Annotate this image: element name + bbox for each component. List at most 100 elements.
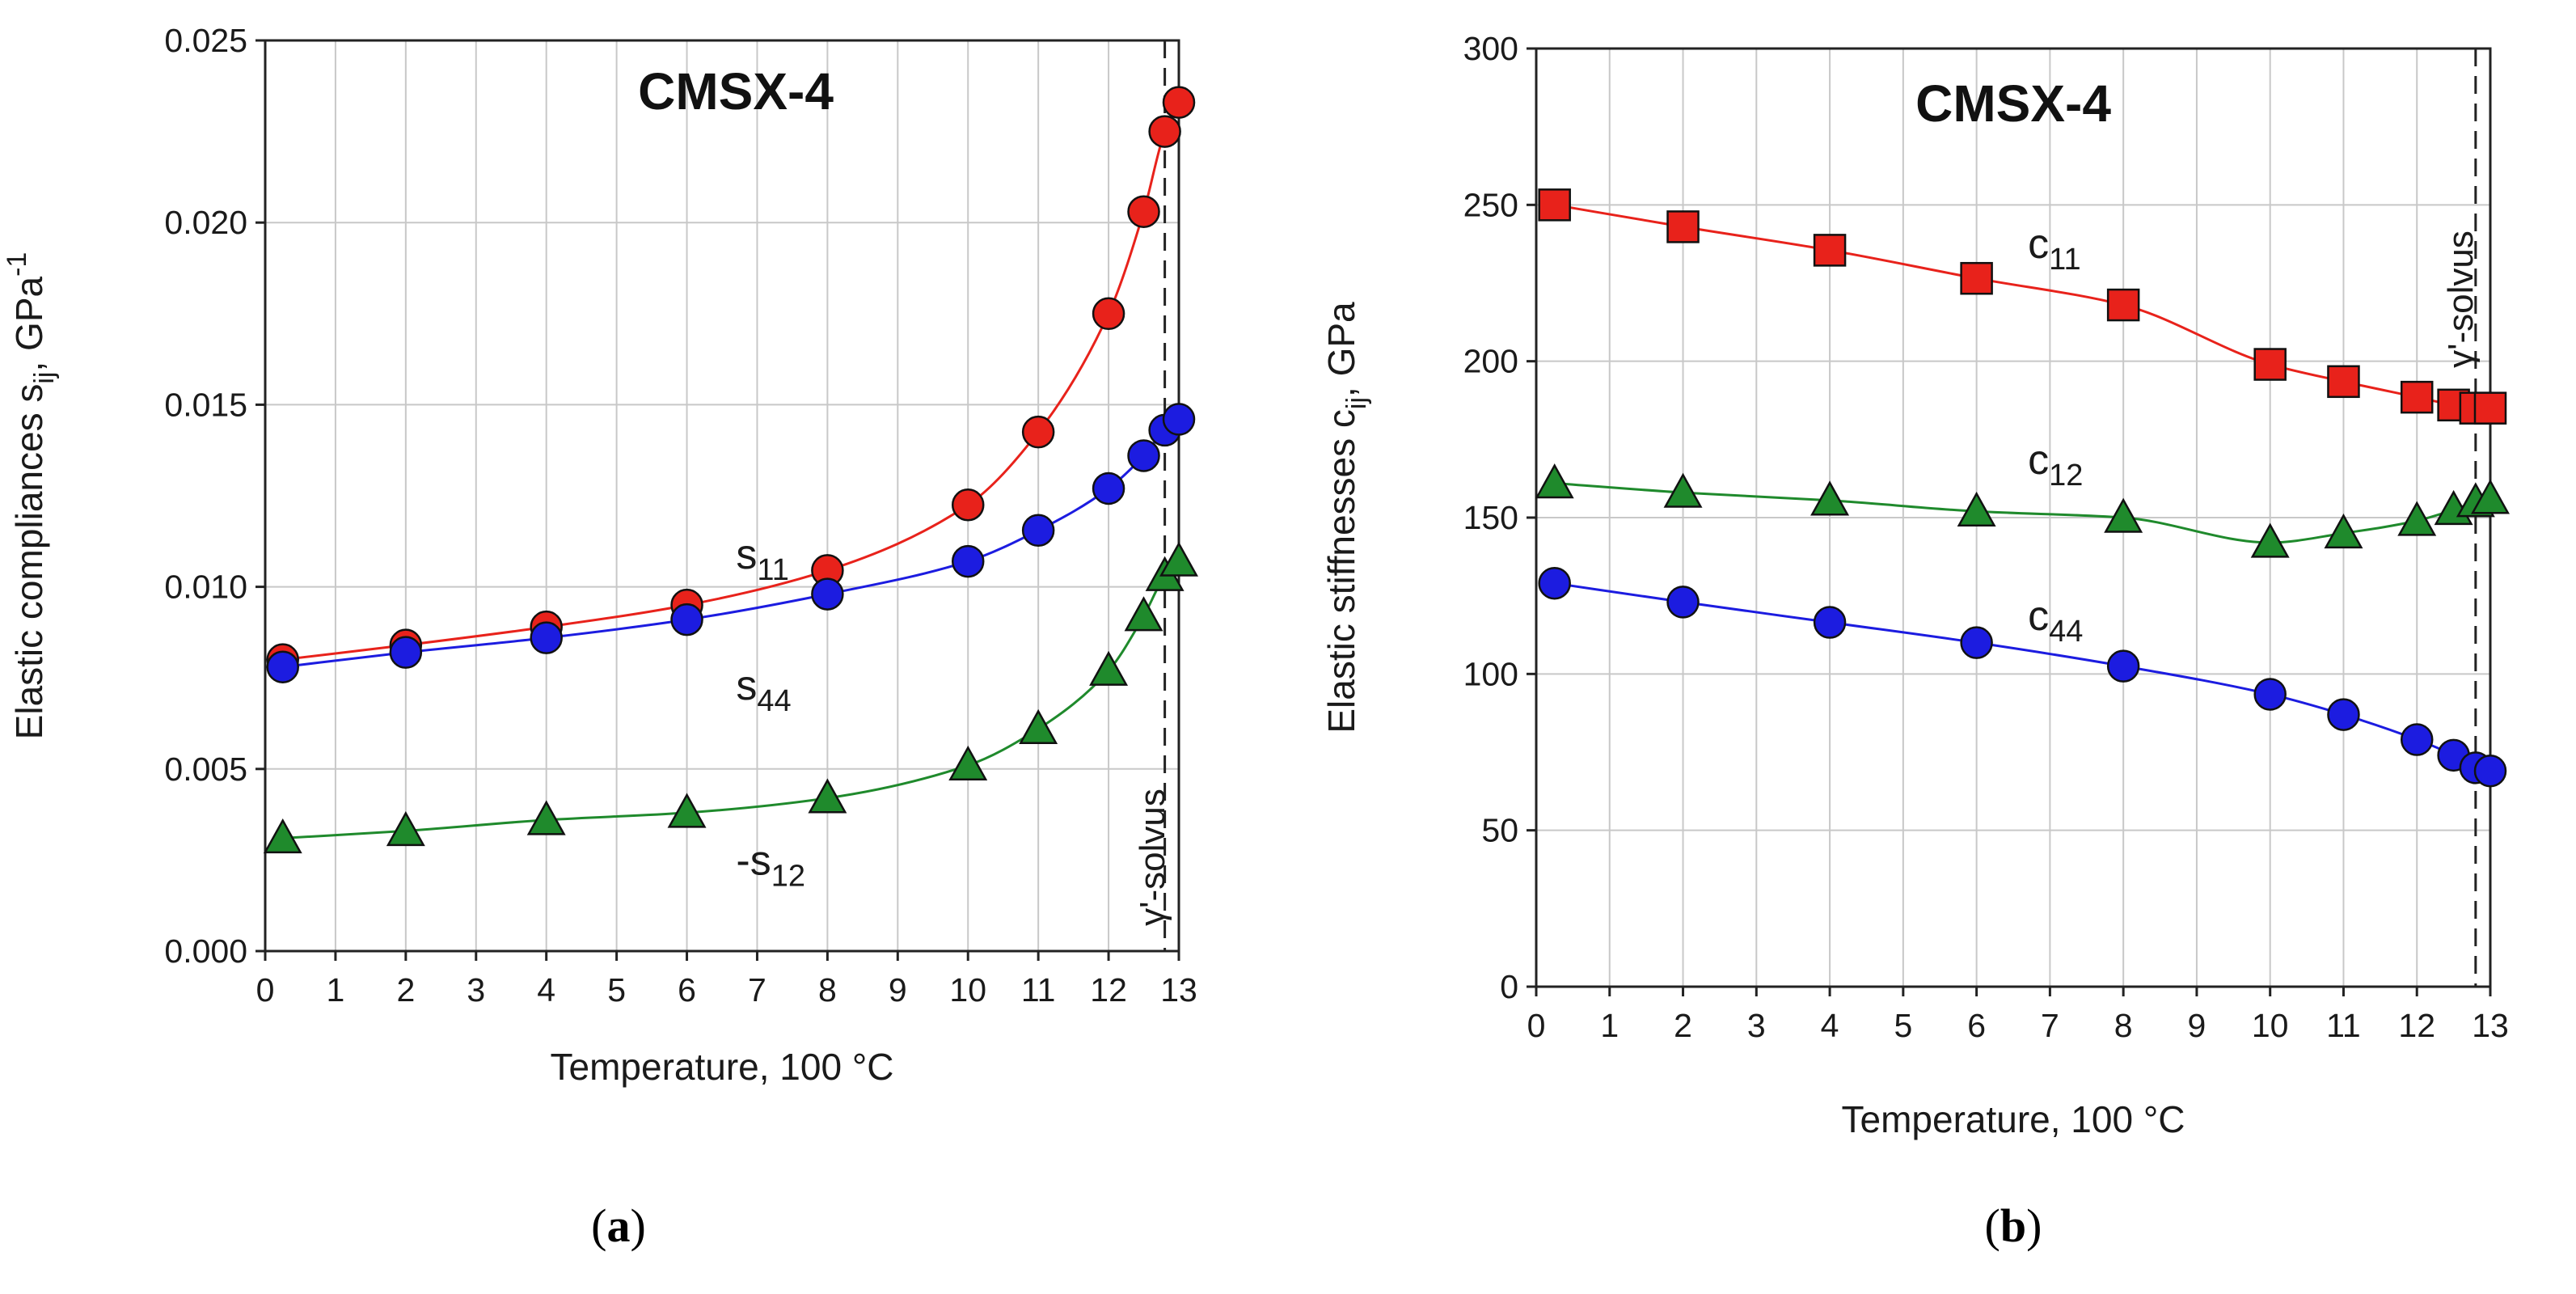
chart-a: 0 1 2 3 4 5 6 7 8 9 10 11 12 130.0000.0050.0100.0150.… <box>2 22 1198 1252</box>
y-axis-label-main: Elastic stiffnesses c <box>1320 409 1362 734</box>
series-label-subscript: 44 <box>757 684 791 718</box>
y-axis-label-superscript: -1 <box>2 252 32 277</box>
series-label-symbol: -s <box>736 837 771 884</box>
series-label: s44 <box>736 662 791 718</box>
data-point <box>1162 403 1196 436</box>
x-tick-label: 4 <box>1821 1007 1839 1044</box>
x-axis-label: Temperature, 100 °C <box>1842 1098 2185 1140</box>
data-point <box>2104 497 2143 533</box>
x-tick-label: 8 <box>2114 1007 2133 1044</box>
x-tick-label: 13 <box>2472 1007 2509 1044</box>
y-tick-label: 250 <box>1463 186 1518 223</box>
x-tick-label: 5 <box>1894 1007 1912 1044</box>
y-axis-label-subscript: ij <box>1341 397 1372 409</box>
data-point <box>2253 678 2287 711</box>
series-label-symbol: c <box>2028 437 2049 484</box>
x-tick-label: 11 <box>1021 971 1056 1009</box>
panel-label-letter: a <box>607 1199 631 1252</box>
data-point <box>951 544 985 578</box>
y-tick-label: 50 <box>1481 812 1518 849</box>
x-tick-label: 4 <box>537 971 555 1009</box>
data-point <box>2473 391 2507 425</box>
x-tick-label: 12 <box>1090 971 1127 1009</box>
x-tick-label: 0 <box>1527 1007 1546 1044</box>
data-point <box>1159 541 1198 577</box>
x-tick-label: 9 <box>2188 1007 2206 1044</box>
x-tick-label: 6 <box>1967 1007 1986 1044</box>
series-c11: c11 <box>1538 188 2507 425</box>
x-tick-label: 13 <box>1160 971 1197 1009</box>
data-point <box>811 577 844 611</box>
series-label: c11 <box>2028 221 2080 277</box>
data-point <box>2106 288 2140 322</box>
data-point <box>1957 491 1996 526</box>
data-point <box>1092 472 1125 505</box>
series-label-subscript: 11 <box>2049 243 2080 277</box>
x-tick-label: 1 <box>327 971 345 1009</box>
data-point <box>1666 586 1700 619</box>
x-tick-label: 12 <box>2398 1007 2435 1044</box>
data-point <box>2400 723 2434 756</box>
data-point <box>2324 513 2363 549</box>
chart-b: 0 1 2 3 4 5 6 7 8 9 10 11 12 13050100150200250300Temp… <box>1320 30 2510 1252</box>
x-axis-label: Temperature, 100 °C <box>551 1046 894 1088</box>
series-c12: c12 <box>1535 437 2510 558</box>
data-point <box>2400 380 2434 414</box>
data-point <box>808 778 847 814</box>
x-tick-label: 11 <box>2326 1007 2361 1044</box>
data-point <box>1810 480 1850 516</box>
data-point <box>1019 708 1058 744</box>
data-point <box>2471 479 2510 514</box>
data-point <box>1021 415 1055 449</box>
series-label-subscript: 12 <box>2049 459 2083 493</box>
y-tick-label: 200 <box>1463 343 1518 380</box>
panel-label-close-paren: ) <box>631 1199 646 1252</box>
x-tick-label: 10 <box>949 971 986 1009</box>
data-point <box>1021 514 1055 548</box>
data-point <box>1124 596 1163 632</box>
data-point <box>2397 501 2437 536</box>
series-label: s11 <box>736 531 788 587</box>
data-point <box>951 488 985 522</box>
data-point <box>1538 566 1571 600</box>
x-tick-label: 3 <box>1747 1007 1766 1044</box>
data-point <box>263 818 302 854</box>
chart-title: CMSX-4 <box>638 62 834 121</box>
data-point <box>2106 649 2140 683</box>
data-point <box>1960 626 1993 659</box>
data-point <box>1148 115 1181 148</box>
data-point <box>1535 463 1574 499</box>
panel-label: (b) <box>1985 1199 2042 1252</box>
series-label: c12 <box>2028 437 2083 493</box>
series-label-symbol: s <box>736 662 757 709</box>
data-point <box>2253 348 2287 381</box>
data-point <box>1127 195 1160 228</box>
series-label-symbol: s <box>736 531 757 578</box>
y-tick-label: 300 <box>1463 30 1518 67</box>
y-tick-label: 100 <box>1463 655 1518 692</box>
data-point <box>1666 210 1700 243</box>
y-tick-label: 0.015 <box>164 386 247 423</box>
data-point <box>667 793 707 828</box>
data-point <box>2473 754 2507 788</box>
y-axis-label: Elastic compliances sij, GPa-1 <box>2 252 60 740</box>
plot-frame <box>264 39 1180 953</box>
y-axis-label-unit: , GPa <box>1320 302 1362 397</box>
x-tick-label: 10 <box>2252 1007 2289 1044</box>
panel-label: (a) <box>591 1199 646 1252</box>
panel-label-close-paren: ) <box>2026 1199 2042 1252</box>
x-tick-label: 7 <box>748 971 766 1009</box>
data-point <box>1663 472 1703 508</box>
data-point <box>1162 86 1196 119</box>
data-point <box>2250 522 2290 558</box>
y-tick-label: 0 <box>1500 968 1518 1005</box>
y-tick-label: 150 <box>1463 499 1518 536</box>
data-point <box>1813 234 1847 267</box>
series-label-symbol: c <box>2028 593 2049 640</box>
gamma-prime-solvus-label: γ'-solvus <box>1133 789 1172 926</box>
data-point <box>389 636 423 669</box>
series-label-subscript: 44 <box>2049 615 2083 649</box>
data-point <box>266 650 299 683</box>
data-point <box>530 621 563 654</box>
x-tick-label: 1 <box>1600 1007 1619 1044</box>
